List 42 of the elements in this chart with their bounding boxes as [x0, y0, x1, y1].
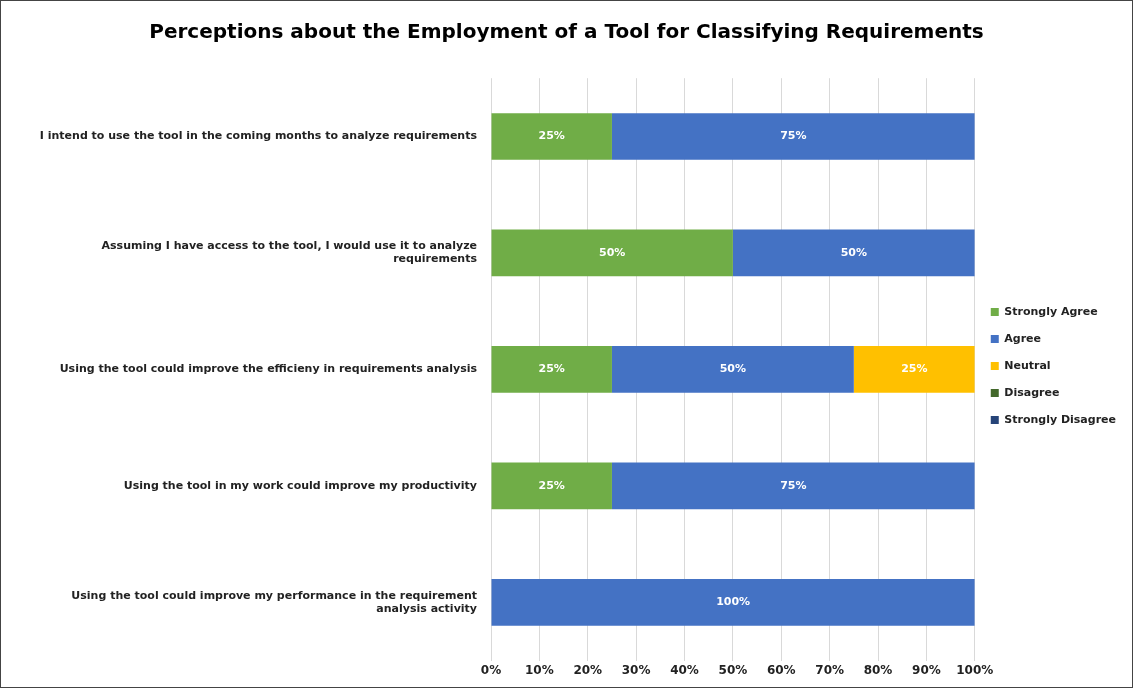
- x-tick-label: 50%: [718, 662, 748, 677]
- data-label: 50%: [719, 362, 747, 376]
- bar: [732, 229, 975, 277]
- x-tick-label: 100%: [956, 662, 994, 677]
- legend-label: Disagree: [1004, 385, 1060, 399]
- data-label: 75%: [780, 129, 807, 143]
- x-tick-label: 30%: [621, 662, 651, 677]
- bar: [491, 462, 612, 510]
- bar: [491, 346, 612, 393]
- x-tick-label: 0%: [480, 662, 502, 677]
- bar: [491, 229, 733, 277]
- chart-title: Perceptions about the Employment of a Tool for Classifying Requirements: [148, 19, 985, 43]
- data-label: 75%: [780, 478, 807, 492]
- bar: [491, 579, 975, 626]
- x-tick-label: 40%: [670, 662, 699, 677]
- legend-label: Neutral: [1004, 358, 1051, 372]
- bar: [611, 462, 975, 510]
- y-tick-label: Using the tool could improve the efficieny in requirements analysis: [59, 362, 478, 376]
- data-label: 100%: [716, 595, 751, 609]
- y-tick-label: I intend to use the tool in the coming months to analyze requirements: [39, 129, 478, 143]
- data-label: 25%: [538, 478, 565, 492]
- x-tick-label: 80%: [863, 662, 893, 677]
- legend-label: Strongly Disagree: [1004, 412, 1116, 426]
- x-tick-label: 70%: [815, 662, 845, 677]
- data-label: 50%: [840, 245, 867, 259]
- data-label: 25%: [901, 362, 928, 376]
- bar: [853, 346, 975, 393]
- x-tick-label: 90%: [912, 662, 941, 677]
- legend-label: Strongly Agree: [1004, 304, 1098, 318]
- data-label: 50%: [599, 245, 626, 259]
- y-tick-label: Using the tool in my work could improve my productivity: [123, 478, 477, 492]
- x-tick-label: 60%: [766, 662, 796, 677]
- x-tick-label: 20%: [573, 662, 603, 677]
- legend-label: Agree: [1004, 331, 1041, 345]
- data-label: 25%: [538, 362, 565, 376]
- y-tick-label: Using the tool could improve my performance in the requirement analysis activity: [71, 588, 477, 615]
- bar: [491, 113, 612, 160]
- x-tick-label: 10%: [525, 662, 554, 677]
- bar: [611, 113, 975, 160]
- data-label: 25%: [538, 129, 565, 143]
- y-tick-label: Assuming I have access to the tool, I would use it to analyze requirements: [101, 239, 478, 266]
- bar: [611, 346, 854, 393]
